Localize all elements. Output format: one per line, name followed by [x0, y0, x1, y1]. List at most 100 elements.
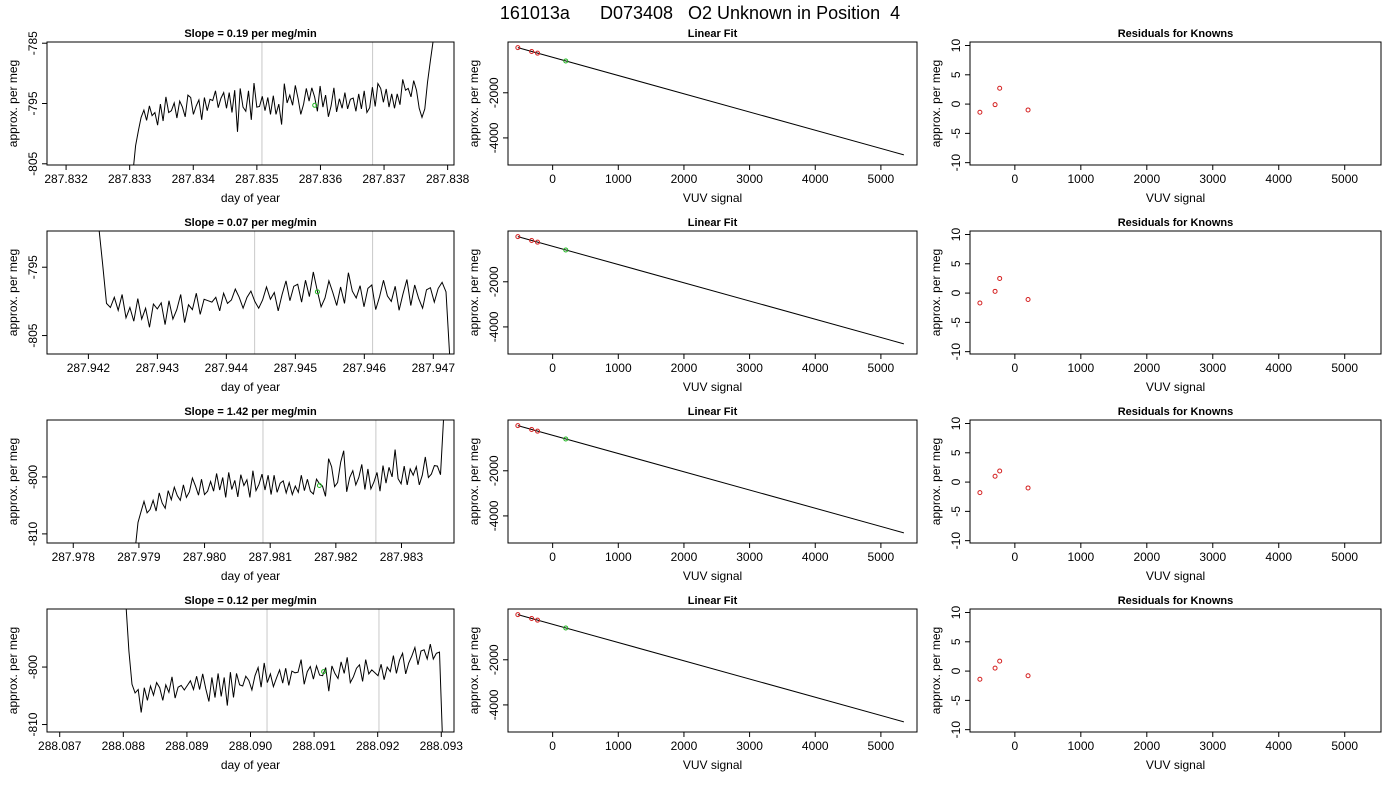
x-tick-label: 288.087 [38, 739, 82, 753]
panel-title: Slope = 0.19 per meg/min [184, 28, 317, 40]
x-tick-label: 5000 [868, 739, 895, 753]
x-tick-label: 0 [549, 172, 556, 186]
x-tick-label: 287.833 [108, 172, 152, 186]
y-tick-label: -805 [26, 323, 40, 347]
x-tick-label: 287.979 [117, 550, 161, 564]
x-tick-label: 287.982 [314, 550, 358, 564]
known-point [515, 45, 521, 51]
residual-point [1025, 485, 1031, 491]
x-tick-label: 287.838 [426, 172, 470, 186]
panel-title: Slope = 0.12 per meg/min [184, 595, 317, 607]
x-axis-label: VUV signal [1146, 380, 1205, 394]
x-tick-label: 3000 [1199, 739, 1226, 753]
x-tick-label: 5000 [1331, 739, 1358, 753]
x-axis-label: VUV signal [1146, 191, 1205, 205]
y-axis-label: approx. per meg [929, 249, 943, 336]
x-tick-label: 287.832 [44, 172, 88, 186]
data-trace [125, 609, 443, 732]
x-tick-label: 0 [1012, 361, 1019, 375]
x-tick-label: 5000 [868, 172, 895, 186]
x-tick-label: 3000 [1199, 361, 1226, 375]
fit-line [517, 236, 905, 345]
y-tick-label: -10 [949, 532, 963, 550]
y-tick-label: -4000 [487, 122, 501, 153]
plot-frame [46, 419, 455, 544]
x-axis-label: VUV signal [683, 191, 742, 205]
x-tick-label: 4000 [1265, 361, 1292, 375]
unknown-point [563, 625, 569, 631]
panel-residuals: Residuals for Knowns 0 1000 2000 3000 4000 500… [929, 217, 1382, 394]
residual-point [977, 676, 983, 682]
x-tick-label: 3000 [736, 172, 763, 186]
x-tick-label: 1000 [1067, 739, 1094, 753]
y-tick-label: -10 [949, 154, 963, 172]
x-axis-label: day of year [221, 380, 280, 394]
known-point [515, 423, 521, 429]
data-trace [133, 42, 434, 165]
plot-frame [507, 230, 918, 355]
panel-residuals: Residuals for Knowns 0 1000 2000 3000 4000 500… [929, 595, 1382, 772]
panel-title: Slope = 1.42 per meg/min [184, 406, 317, 418]
x-axis-label: VUV signal [683, 569, 742, 583]
y-tick-label: -5 [949, 695, 963, 706]
y-tick-label: -810 [26, 712, 40, 736]
y-tick-label: -4000 [487, 311, 501, 342]
y-axis-label: approx. per meg [929, 627, 943, 714]
residual-point [1025, 107, 1031, 113]
y-tick-label: -4000 [487, 500, 501, 531]
y-axis-label: approx. per meg [467, 249, 481, 336]
residual-point [977, 300, 983, 306]
x-tick-label: 287.946 [343, 361, 387, 375]
x-axis-label: day of year [221, 569, 280, 583]
x-tick-label: 3000 [1199, 172, 1226, 186]
residual-point [992, 665, 998, 671]
plot-frame [969, 41, 1382, 166]
x-tick-label: 5000 [868, 361, 895, 375]
plot-frame [969, 608, 1382, 733]
residual-point [977, 490, 983, 496]
figure-title: 161013a D073408 O2 Unknown in Position 4 [499, 3, 901, 23]
y-tick-label: 0 [949, 478, 963, 485]
panel-time-series: Slope = 0.19 per meg/min 287.832 287.833 28… [6, 28, 470, 205]
panel-title: Linear Fit [688, 406, 738, 418]
plot-frame [969, 230, 1382, 355]
y-tick-label: 0 [949, 100, 963, 107]
x-tick-label: 287.981 [248, 550, 292, 564]
y-axis-label: approx. per meg [467, 438, 481, 525]
panel-residuals: Residuals for Knowns 0 1000 2000 3000 4000 500… [929, 406, 1382, 583]
known-point [535, 239, 541, 245]
x-tick-label: 287.837 [362, 172, 406, 186]
y-axis-label: approx. per meg [6, 627, 20, 714]
x-tick-label: 1000 [1067, 550, 1094, 564]
x-tick-label: 5000 [1331, 172, 1358, 186]
x-tick-label: 2000 [671, 361, 698, 375]
y-tick-label: 10 [949, 228, 963, 242]
fit-line [517, 47, 905, 156]
x-tick-label: 4000 [1265, 172, 1292, 186]
y-tick-label: -800 [26, 465, 40, 489]
y-tick-label: -805 [26, 151, 40, 175]
y-tick-label: 10 [949, 39, 963, 53]
x-tick-label: 3000 [736, 361, 763, 375]
panel-title: Linear Fit [688, 595, 738, 607]
residual-point [992, 288, 998, 294]
x-tick-label: 288.092 [356, 739, 400, 753]
x-tick-label: 1000 [1067, 361, 1094, 375]
x-tick-label: 287.943 [136, 361, 180, 375]
x-tick-label: 288.091 [292, 739, 336, 753]
x-tick-label: 287.944 [205, 361, 249, 375]
panel-title: Residuals for Knowns [1118, 406, 1234, 418]
x-tick-label: 287.983 [380, 550, 424, 564]
x-tick-label: 287.942 [67, 361, 111, 375]
panel-title: Residuals for Knowns [1118, 217, 1234, 229]
y-tick-label: 10 [949, 417, 963, 431]
x-tick-label: 1000 [605, 739, 632, 753]
residual-point [977, 109, 983, 115]
known-point [515, 234, 521, 240]
y-tick-label: 0 [949, 667, 963, 674]
y-tick-label: -795 [26, 91, 40, 115]
x-tick-label: 0 [549, 739, 556, 753]
x-axis-label: day of year [221, 191, 280, 205]
unknown-marker [316, 482, 322, 488]
